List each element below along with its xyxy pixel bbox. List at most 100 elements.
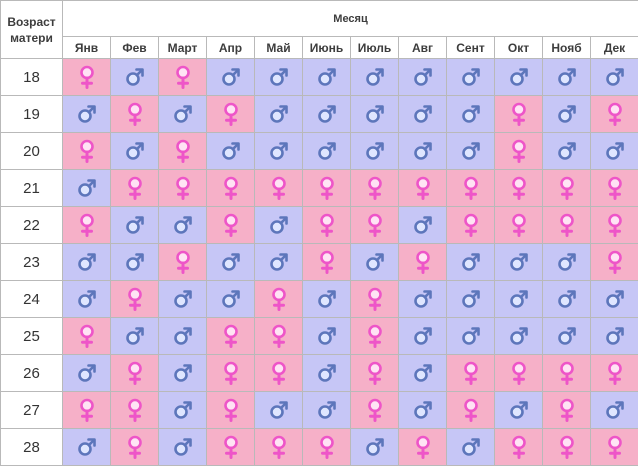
boy-cell: [494, 58, 543, 96]
male-symbol-icon: [605, 327, 624, 345]
female-symbol-icon: [463, 176, 478, 200]
girl-cell: [590, 428, 638, 466]
male-symbol-icon: [173, 216, 192, 234]
male-symbol-icon: [557, 142, 576, 160]
female-symbol-icon: [127, 435, 142, 459]
mother-age-cell: 28: [0, 428, 63, 466]
female-symbol-icon: [271, 287, 286, 311]
boy-cell: [158, 354, 207, 392]
girl-cell: [542, 206, 591, 244]
male-symbol-icon: [461, 290, 480, 308]
female-symbol-icon: [463, 361, 478, 385]
male-symbol-icon: [365, 142, 384, 160]
male-symbol-icon: [605, 68, 624, 86]
female-symbol-icon: [607, 102, 622, 126]
female-symbol-icon: [175, 250, 190, 274]
boy-cell: [398, 58, 447, 96]
female-symbol-icon: [79, 65, 94, 89]
female-symbol-icon: [223, 361, 238, 385]
female-symbol-icon: [511, 176, 526, 200]
male-symbol-icon: [413, 290, 432, 308]
female-symbol-icon: [127, 102, 142, 126]
girl-cell: [398, 169, 447, 207]
male-symbol-icon: [77, 105, 96, 123]
male-symbol-icon: [605, 401, 624, 419]
girl-cell: [254, 280, 303, 318]
girl-cell: [206, 206, 255, 244]
boy-cell: [62, 280, 111, 318]
girl-cell: [542, 354, 591, 392]
female-symbol-icon: [559, 398, 574, 422]
boy-cell: [494, 391, 543, 429]
girl-cell: [254, 317, 303, 355]
girl-cell: [446, 206, 495, 244]
female-symbol-icon: [559, 361, 574, 385]
female-symbol-icon: [175, 176, 190, 200]
boy-cell: [302, 391, 351, 429]
male-symbol-icon: [365, 253, 384, 271]
boy-cell: [254, 206, 303, 244]
girl-cell: [446, 354, 495, 392]
male-symbol-icon: [317, 290, 336, 308]
male-symbol-icon: [269, 401, 288, 419]
girl-cell: [206, 169, 255, 207]
boy-cell: [542, 132, 591, 170]
girl-cell: [110, 428, 159, 466]
boy-cell: [158, 95, 207, 133]
mother-age-cell: 20: [0, 132, 63, 170]
male-symbol-icon: [173, 364, 192, 382]
boy-cell: [398, 391, 447, 429]
boy-cell: [350, 58, 399, 96]
mother-age-cell: 19: [0, 95, 63, 133]
month-header-cell: Июль: [350, 36, 399, 59]
male-symbol-icon: [509, 290, 528, 308]
boy-cell: [446, 95, 495, 133]
male-symbol-icon: [221, 290, 240, 308]
male-symbol-icon: [269, 216, 288, 234]
girl-cell: [62, 391, 111, 429]
boy-cell: [62, 354, 111, 392]
male-symbol-icon: [509, 401, 528, 419]
male-symbol-icon: [77, 364, 96, 382]
girl-cell: [110, 169, 159, 207]
male-symbol-icon: [413, 68, 432, 86]
female-symbol-icon: [127, 361, 142, 385]
female-symbol-icon: [367, 324, 382, 348]
female-symbol-icon: [511, 102, 526, 126]
boy-cell: [446, 280, 495, 318]
boy-cell: [302, 317, 351, 355]
mother-age-cell: 18: [0, 58, 63, 96]
boy-cell: [590, 132, 638, 170]
female-symbol-icon: [607, 361, 622, 385]
month-header-cell: Нояб: [542, 36, 591, 59]
female-symbol-icon: [271, 435, 286, 459]
month-header-row: Янв Фев Март Апр Май Июнь Июль Авг Сент Окт Нояб Де…: [1, 36, 638, 59]
month-header-cell: Март: [158, 36, 207, 59]
boy-cell: [446, 428, 495, 466]
female-symbol-icon: [607, 250, 622, 274]
female-symbol-icon: [319, 250, 334, 274]
mother-age-cell: 22: [0, 206, 63, 244]
female-symbol-icon: [367, 213, 382, 237]
boy-cell: [302, 354, 351, 392]
female-symbol-icon: [127, 176, 142, 200]
girl-cell: [398, 243, 447, 281]
mother-age-cell: 26: [0, 354, 63, 392]
mother-age-cell: 25: [0, 317, 63, 355]
female-symbol-icon: [319, 435, 334, 459]
female-symbol-icon: [415, 250, 430, 274]
month-header-cell: Июнь: [302, 36, 351, 59]
male-symbol-icon: [461, 253, 480, 271]
male-symbol-icon: [605, 142, 624, 160]
girl-cell: [254, 169, 303, 207]
male-symbol-icon: [125, 142, 144, 160]
girl-cell: [302, 169, 351, 207]
month-header-cell: Май: [254, 36, 303, 59]
female-symbol-icon: [559, 213, 574, 237]
male-symbol-icon: [269, 68, 288, 86]
boy-cell: [446, 317, 495, 355]
table-row: 18: [0, 58, 638, 96]
boy-cell: [542, 317, 591, 355]
girl-cell: [590, 169, 638, 207]
girl-cell: [446, 391, 495, 429]
